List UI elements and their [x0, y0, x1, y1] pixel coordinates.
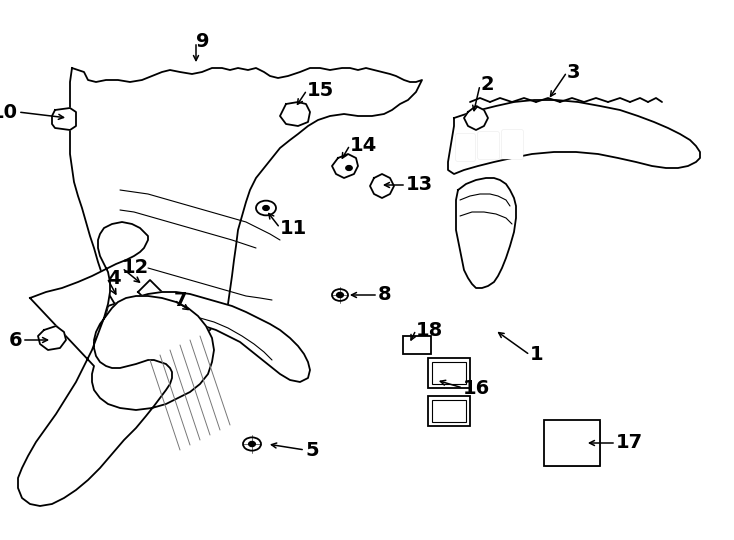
Text: 4: 4	[107, 268, 120, 287]
Bar	[432, 400, 466, 422]
Circle shape	[337, 293, 344, 298]
Text: 18: 18	[416, 321, 443, 340]
Text: 10: 10	[0, 103, 18, 122]
Polygon shape	[52, 108, 76, 130]
Circle shape	[346, 166, 352, 170]
Polygon shape	[478, 132, 498, 158]
Polygon shape	[502, 130, 522, 158]
Text: 1: 1	[530, 346, 544, 365]
Polygon shape	[18, 222, 214, 506]
Bar	[432, 362, 466, 384]
Text: 3: 3	[567, 63, 581, 82]
Bar	[403, 336, 431, 354]
Bar	[428, 358, 470, 388]
Polygon shape	[464, 106, 488, 130]
Polygon shape	[106, 292, 310, 382]
Text: 5: 5	[305, 441, 319, 460]
Text: 15: 15	[307, 80, 334, 99]
Text: 9: 9	[196, 32, 209, 51]
Polygon shape	[280, 102, 310, 126]
Polygon shape	[332, 154, 358, 178]
Text: 16: 16	[463, 379, 490, 397]
Text: 13: 13	[406, 176, 433, 194]
Text: 14: 14	[350, 136, 377, 154]
Bar	[544, 420, 600, 466]
Text: 12: 12	[122, 259, 149, 278]
Circle shape	[249, 442, 255, 447]
Polygon shape	[38, 326, 66, 350]
Circle shape	[263, 206, 269, 210]
Text: 11: 11	[280, 219, 308, 238]
Text: 6: 6	[8, 330, 22, 349]
Polygon shape	[370, 174, 394, 198]
Polygon shape	[448, 100, 700, 174]
Bar	[428, 396, 470, 426]
Polygon shape	[456, 178, 516, 288]
Text: 17: 17	[616, 434, 643, 453]
Text: 2: 2	[480, 76, 494, 94]
Polygon shape	[456, 134, 474, 160]
Text: 7: 7	[174, 291, 187, 309]
Text: 8: 8	[378, 286, 392, 305]
